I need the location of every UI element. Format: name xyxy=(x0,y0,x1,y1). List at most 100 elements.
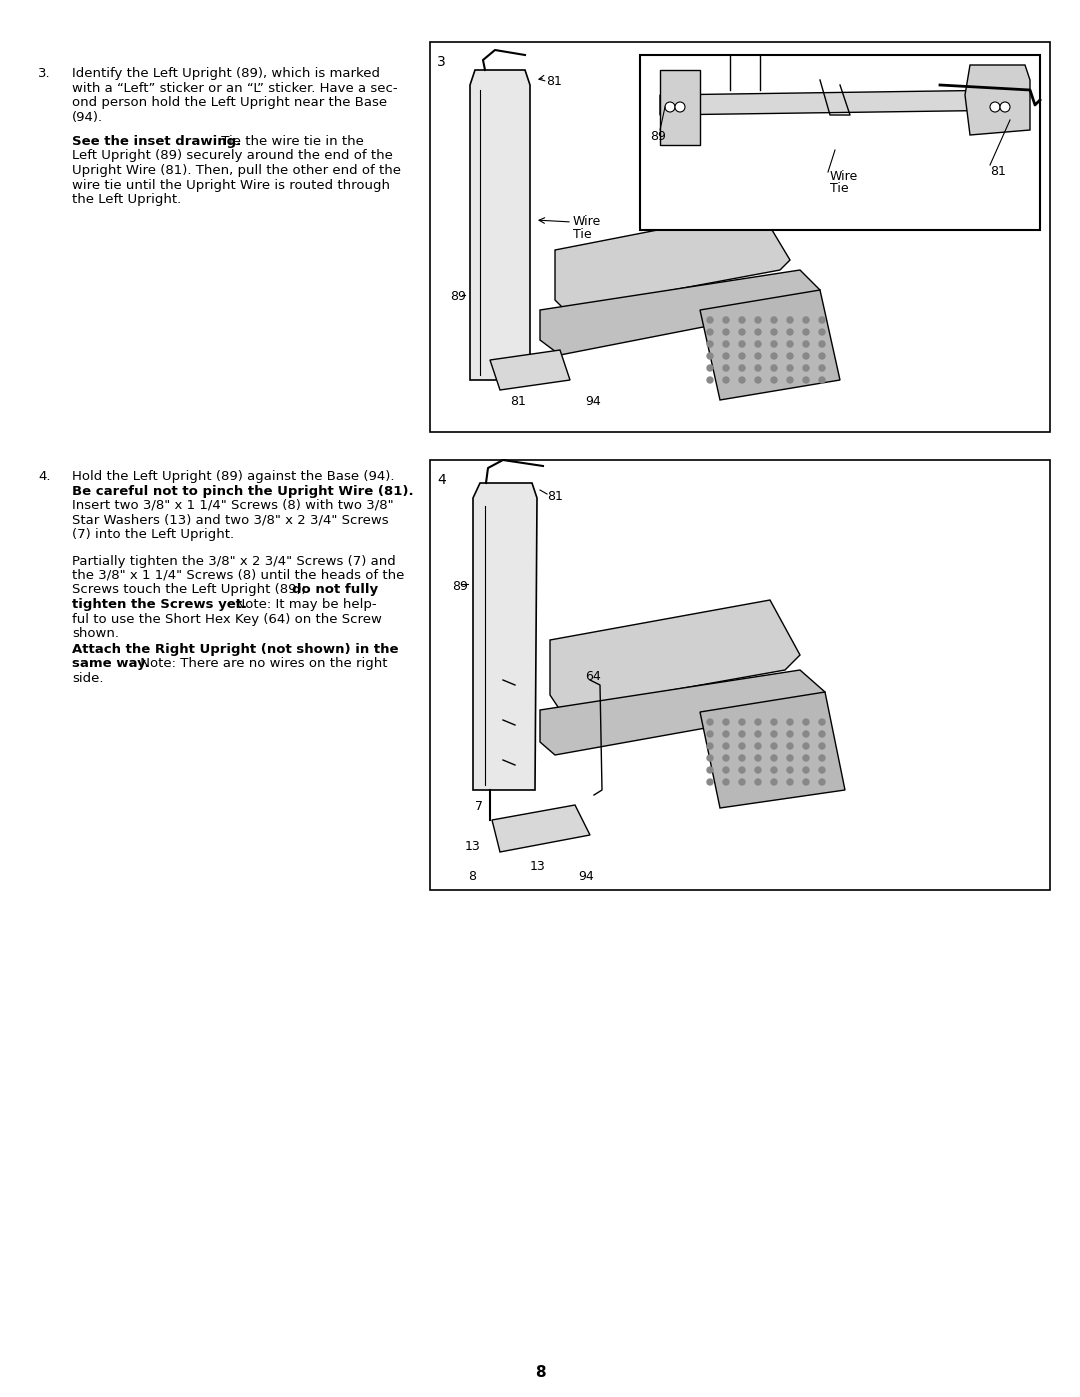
Text: 81: 81 xyxy=(546,75,562,88)
Text: Partially tighten the 3/8" x 2 3/4" Screws (7) and: Partially tighten the 3/8" x 2 3/4" Scre… xyxy=(72,555,395,567)
Text: Be careful not to pinch the Upright Wire (81).: Be careful not to pinch the Upright Wire… xyxy=(72,485,414,497)
Circle shape xyxy=(771,317,777,323)
Circle shape xyxy=(723,731,729,738)
Circle shape xyxy=(739,341,745,346)
Circle shape xyxy=(787,365,793,372)
Text: 8: 8 xyxy=(535,1365,545,1380)
Text: 89: 89 xyxy=(650,130,666,142)
Circle shape xyxy=(819,719,825,725)
Text: Note: There are no wires on the right: Note: There are no wires on the right xyxy=(136,658,388,671)
Circle shape xyxy=(804,731,809,738)
Text: 7: 7 xyxy=(475,800,483,813)
Circle shape xyxy=(755,365,761,372)
Circle shape xyxy=(804,317,809,323)
Circle shape xyxy=(755,317,761,323)
Circle shape xyxy=(771,767,777,773)
Circle shape xyxy=(819,353,825,359)
Circle shape xyxy=(804,330,809,335)
Text: 81: 81 xyxy=(990,165,1005,177)
Circle shape xyxy=(787,719,793,725)
Text: 4.: 4. xyxy=(38,469,51,483)
Circle shape xyxy=(707,317,713,323)
Circle shape xyxy=(771,754,777,761)
Text: with a “Left” sticker or an “L” sticker. Have a sec-: with a “Left” sticker or an “L” sticker.… xyxy=(72,81,397,95)
Circle shape xyxy=(787,743,793,749)
Text: Tie the wire tie in the: Tie the wire tie in the xyxy=(217,136,364,148)
Text: 94: 94 xyxy=(585,395,600,408)
Circle shape xyxy=(804,341,809,346)
Circle shape xyxy=(787,780,793,785)
Circle shape xyxy=(739,780,745,785)
Circle shape xyxy=(707,341,713,346)
Text: Identify the Left Upright (89), which is marked: Identify the Left Upright (89), which is… xyxy=(72,67,380,80)
Circle shape xyxy=(804,365,809,372)
Text: ful to use the Short Hex Key (64) on the Screw: ful to use the Short Hex Key (64) on the… xyxy=(72,612,382,626)
Circle shape xyxy=(819,365,825,372)
Text: Screws touch the Left Upright (89);: Screws touch the Left Upright (89); xyxy=(72,584,310,597)
Text: Note: It may be help-: Note: It may be help- xyxy=(227,598,377,610)
Circle shape xyxy=(755,330,761,335)
Text: 81: 81 xyxy=(546,490,563,503)
Circle shape xyxy=(723,767,729,773)
Circle shape xyxy=(739,317,745,323)
Circle shape xyxy=(771,743,777,749)
Circle shape xyxy=(771,330,777,335)
Text: wire tie until the Upright Wire is routed through: wire tie until the Upright Wire is route… xyxy=(72,179,390,191)
Text: Star Washers (13) and two 3/8" x 2 3/4" Screws: Star Washers (13) and two 3/8" x 2 3/4" … xyxy=(72,514,389,527)
Circle shape xyxy=(707,767,713,773)
Circle shape xyxy=(675,102,685,112)
Text: Upright Wire (81). Then, pull the other end of the: Upright Wire (81). Then, pull the other … xyxy=(72,163,401,177)
Circle shape xyxy=(804,377,809,383)
Text: side.: side. xyxy=(72,672,104,685)
Circle shape xyxy=(990,102,1000,112)
Circle shape xyxy=(771,353,777,359)
Circle shape xyxy=(739,353,745,359)
Circle shape xyxy=(787,377,793,383)
Circle shape xyxy=(819,341,825,346)
Circle shape xyxy=(739,743,745,749)
Polygon shape xyxy=(700,291,840,400)
Circle shape xyxy=(707,365,713,372)
Text: tighten the Screws yet.: tighten the Screws yet. xyxy=(72,598,247,610)
Text: 13: 13 xyxy=(465,840,481,854)
Circle shape xyxy=(723,317,729,323)
Circle shape xyxy=(739,754,745,761)
Circle shape xyxy=(739,377,745,383)
Circle shape xyxy=(755,754,761,761)
Circle shape xyxy=(771,719,777,725)
Circle shape xyxy=(723,377,729,383)
Text: 3: 3 xyxy=(437,54,446,68)
Circle shape xyxy=(723,780,729,785)
Circle shape xyxy=(787,317,793,323)
Text: (94).: (94). xyxy=(72,110,103,123)
Circle shape xyxy=(1000,102,1010,112)
Text: 94: 94 xyxy=(578,870,594,883)
Text: See the inset drawing.: See the inset drawing. xyxy=(72,136,241,148)
Circle shape xyxy=(804,743,809,749)
Circle shape xyxy=(707,353,713,359)
Circle shape xyxy=(755,341,761,346)
Circle shape xyxy=(755,767,761,773)
Polygon shape xyxy=(966,66,1030,136)
Circle shape xyxy=(755,719,761,725)
Text: the 3/8" x 1 1/4" Screws (8) until the heads of the: the 3/8" x 1 1/4" Screws (8) until the h… xyxy=(72,569,404,583)
Circle shape xyxy=(787,330,793,335)
Circle shape xyxy=(755,743,761,749)
Circle shape xyxy=(787,341,793,346)
Text: 89: 89 xyxy=(453,580,468,592)
Circle shape xyxy=(819,743,825,749)
Text: ond person hold the Left Upright near the Base: ond person hold the Left Upright near th… xyxy=(72,96,387,109)
Text: Insert two 3/8" x 1 1/4" Screws (8) with two 3/8": Insert two 3/8" x 1 1/4" Screws (8) with… xyxy=(72,499,393,511)
Circle shape xyxy=(707,731,713,738)
Polygon shape xyxy=(660,70,700,145)
Text: shown.: shown. xyxy=(72,627,119,640)
Circle shape xyxy=(755,731,761,738)
Bar xyxy=(430,460,1050,890)
Circle shape xyxy=(804,719,809,725)
Circle shape xyxy=(723,754,729,761)
Circle shape xyxy=(739,365,745,372)
Circle shape xyxy=(739,719,745,725)
Text: same way.: same way. xyxy=(72,658,150,671)
Circle shape xyxy=(707,719,713,725)
Circle shape xyxy=(787,353,793,359)
